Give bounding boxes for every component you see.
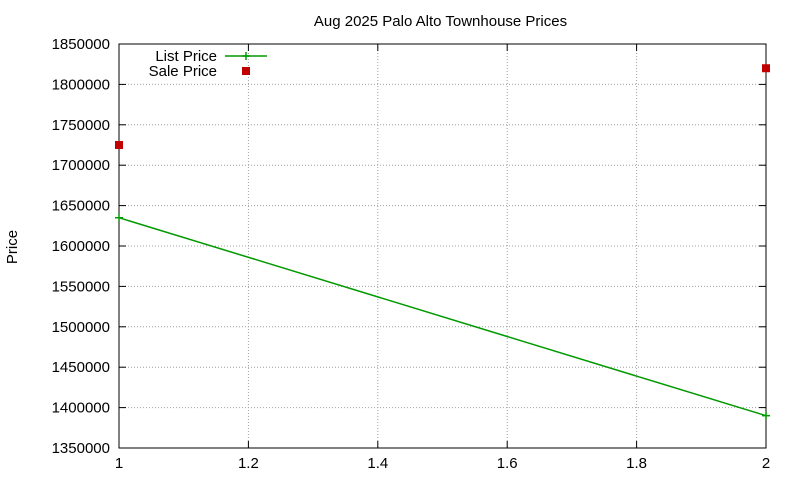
x-tick-label: 1.4: [367, 455, 388, 472]
y-axis-label: Price: [4, 230, 21, 264]
legend-label: List Price: [155, 48, 217, 65]
x-tick-label: 2: [762, 455, 770, 472]
y-tick-label: 1650000: [52, 198, 110, 215]
y-tick-label: 1500000: [52, 319, 110, 336]
legend-marker: [242, 52, 250, 60]
y-axis: 1350000 1400000 1450000 1500000 1550000 16000…: [52, 36, 766, 457]
x-tick-label: 1: [115, 455, 123, 472]
y-tick-label: 1450000: [52, 359, 110, 376]
series-sale-price: [115, 64, 770, 149]
y-tick-label: 1850000: [52, 36, 110, 53]
list-price-line: [118, 217, 767, 417]
y-tick-label: 1750000: [52, 117, 110, 134]
sale-price-point: [762, 64, 770, 73]
y-tick-label: 1350000: [52, 440, 110, 457]
legend-label: Sale Price: [149, 63, 217, 80]
x-tick-label: 1.2: [238, 455, 259, 472]
series-list-price: [115, 213, 770, 420]
x-tick-label: 1.6: [497, 455, 518, 472]
legend-marker: [242, 67, 250, 75]
y-tick-label: 1800000: [52, 76, 110, 93]
list-price-point: [762, 411, 770, 420]
legend-item-list-price: List Price: [155, 48, 267, 65]
y-tick-label: 1550000: [52, 278, 110, 295]
y-tick-label: 1400000: [52, 400, 110, 417]
y-tick-label: 1700000: [52, 157, 110, 174]
x-axis: 1 1.2 1.4 1.6 1.8 2: [115, 44, 770, 472]
chart-title: Aug 2025 Palo Alto Townhouse Prices: [314, 13, 567, 30]
grid: [119, 44, 766, 448]
list-price-point: [115, 213, 123, 222]
legend-item-sale-price: Sale Price: [149, 63, 250, 80]
sale-price-point: [115, 141, 123, 149]
y-tick-label: 1600000: [52, 238, 110, 255]
series-layer: [115, 64, 770, 420]
x-tick-label: 1.8: [626, 455, 647, 472]
